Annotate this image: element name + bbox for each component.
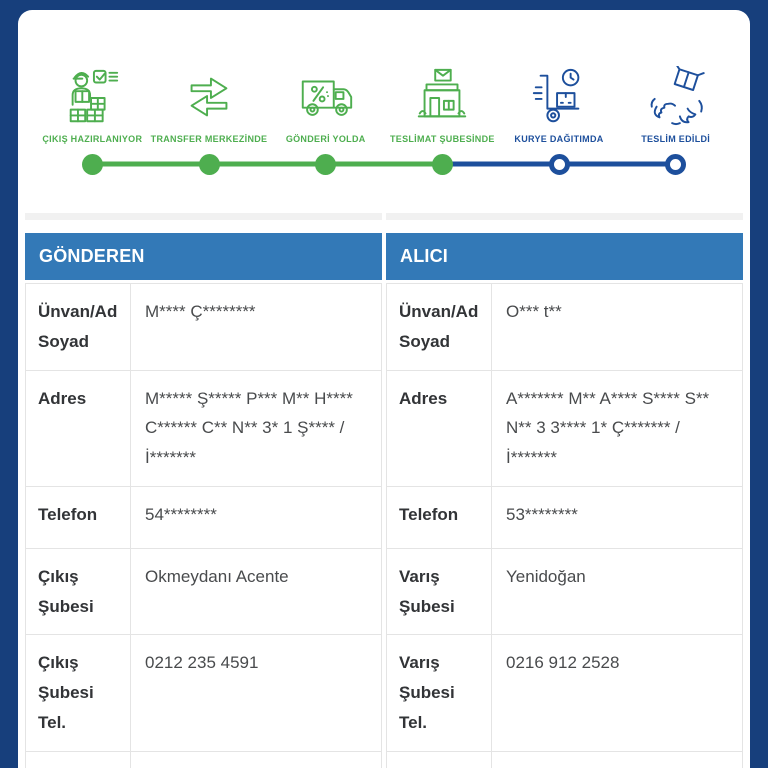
shipment-tracker: ÇIKIŞ HAZIRLANIYOR TRANSFER MERKEZİNDE <box>34 65 734 177</box>
step-label: TRANSFER MERKEZİNDE <box>150 134 268 144</box>
step-dot-done <box>315 153 337 175</box>
row-label: Adres <box>387 370 492 486</box>
table-top-shadow <box>25 213 743 220</box>
branch-building-icon <box>411 65 473 129</box>
row-label: Telefon <box>387 486 492 548</box>
content-card: ÇIKIŞ HAZIRLANIYOR TRANSFER MERKEZİNDE <box>18 10 750 768</box>
row-label: Varış Şubesi Tel. <box>387 635 492 751</box>
table-row: Çıkış Şubesi Okmeydanı Acente <box>26 548 381 636</box>
row-value: M**** Ç******** <box>145 302 256 321</box>
table-row: Telefon 53******** <box>387 486 742 549</box>
row-value: Okmeydanı Acente <box>145 566 289 586</box>
row-value: O*** t** <box>506 302 562 321</box>
row-value: Yenidoğan <box>506 566 586 586</box>
row-label: Telefon <box>26 486 131 548</box>
step-label: ÇIKIŞ HAZIRLANIYOR <box>42 134 143 144</box>
tracker-step-cikis-hazirlaniyor: ÇIKIŞ HAZIRLANIYOR <box>34 65 151 144</box>
step-dot-done <box>198 153 220 175</box>
tracker-steps: ÇIKIŞ HAZIRLANIYOR TRANSFER MERKEZİNDE <box>34 65 734 144</box>
delivered-box-icon <box>645 65 707 129</box>
row-value: 0212 235 4591 <box>145 653 259 673</box>
step-dot-done <box>81 153 103 175</box>
step-dot-pending <box>548 153 570 175</box>
tracker-step-gonderi-yolda: GÖNDERİ YOLDA <box>267 65 384 144</box>
step-dot-done <box>431 153 453 175</box>
row-label: Çıkış Şubesi Tel. <box>26 635 131 751</box>
table-row: Telefon 54******** <box>26 486 381 549</box>
cargo-truck-icon <box>295 65 357 129</box>
step-label: TESLİM EDİLDİ <box>641 134 711 144</box>
progress-line-completed <box>92 161 443 167</box>
row-label: Varış Şubesi <box>387 548 492 635</box>
transfer-arrows-icon <box>178 65 240 129</box>
tracker-step-teslim-edildi: TESLİM EDİLDİ <box>617 65 734 144</box>
tracker-step-teslimat-subesinde: TESLİMAT ŞUBESİNDE <box>384 65 501 144</box>
row-value: 53******** <box>506 504 578 524</box>
sender-panel: GÖNDEREN Ünvan/Ad Soyad M**** Ç******** … <box>25 233 382 768</box>
shipment-details-table: GÖNDEREN Ünvan/Ad Soyad M**** Ç******** … <box>25 233 743 768</box>
step-label: TESLİMAT ŞUBESİNDE <box>389 134 495 144</box>
receiver-panel: ALICI Ünvan/Ad Soyad O*** t** Adres A***… <box>386 233 743 768</box>
row-value: A******* M** A**** S**** S** N** 3 3****… <box>506 388 710 468</box>
tracker-step-kurye-dagitimda: KURYE DAĞITIMDA <box>501 65 618 144</box>
row-value: Fetihtepe Mh. Fatih Sultan <box>131 752 381 768</box>
sender-header: GÖNDEREN <box>25 233 382 280</box>
row-label: Ünvan/Ad Soyad <box>26 284 131 370</box>
row-value: 0216 912 2528 <box>506 653 620 673</box>
worker-packing-icon <box>61 65 123 129</box>
row-label: Çıkış Şubesi <box>26 548 131 635</box>
table-row: Çıkış Şubesi Tel. 0212 235 4591 <box>26 635 381 752</box>
row-label: Adres <box>26 370 131 486</box>
table-row: Ünvan/Ad Soyad O*** t** <box>387 284 742 371</box>
step-dot-pending <box>665 153 687 175</box>
row-label: Varış <box>387 751 492 768</box>
table-row: Varış Şubesi Yenidoğan <box>387 548 742 636</box>
tracker-step-transfer-merkezinde: TRANSFER MERKEZİNDE <box>151 65 268 144</box>
receiver-header: ALICI <box>386 233 743 280</box>
step-label: GÖNDERİ YOLDA <box>285 134 366 144</box>
tracker-progress-line <box>34 151 734 177</box>
row-value: M***** Ş***** P*** M** H**** C****** C**… <box>145 388 353 468</box>
row-label: Çıkış <box>26 751 131 768</box>
table-row: Çıkış Fetihtepe Mh. Fatih Sultan <box>26 751 381 768</box>
table-row: Varış Yenidoğan Mh. Akın <box>387 751 742 768</box>
table-row: Adres M***** Ş***** P*** M** H**** C****… <box>26 370 381 487</box>
row-value: 54******** <box>145 504 217 524</box>
courier-handtruck-icon <box>528 65 590 129</box>
table-row: Varış Şubesi Tel. 0216 912 2528 <box>387 635 742 752</box>
step-label: KURYE DAĞITIMDA <box>514 134 604 144</box>
table-row: Adres A******* M** A**** S**** S** N** 3… <box>387 370 742 487</box>
row-value: Yenidoğan Mh. Akın <box>492 752 742 768</box>
row-label: Ünvan/Ad Soyad <box>387 284 492 370</box>
table-row: Ünvan/Ad Soyad M**** Ç******** <box>26 284 381 371</box>
